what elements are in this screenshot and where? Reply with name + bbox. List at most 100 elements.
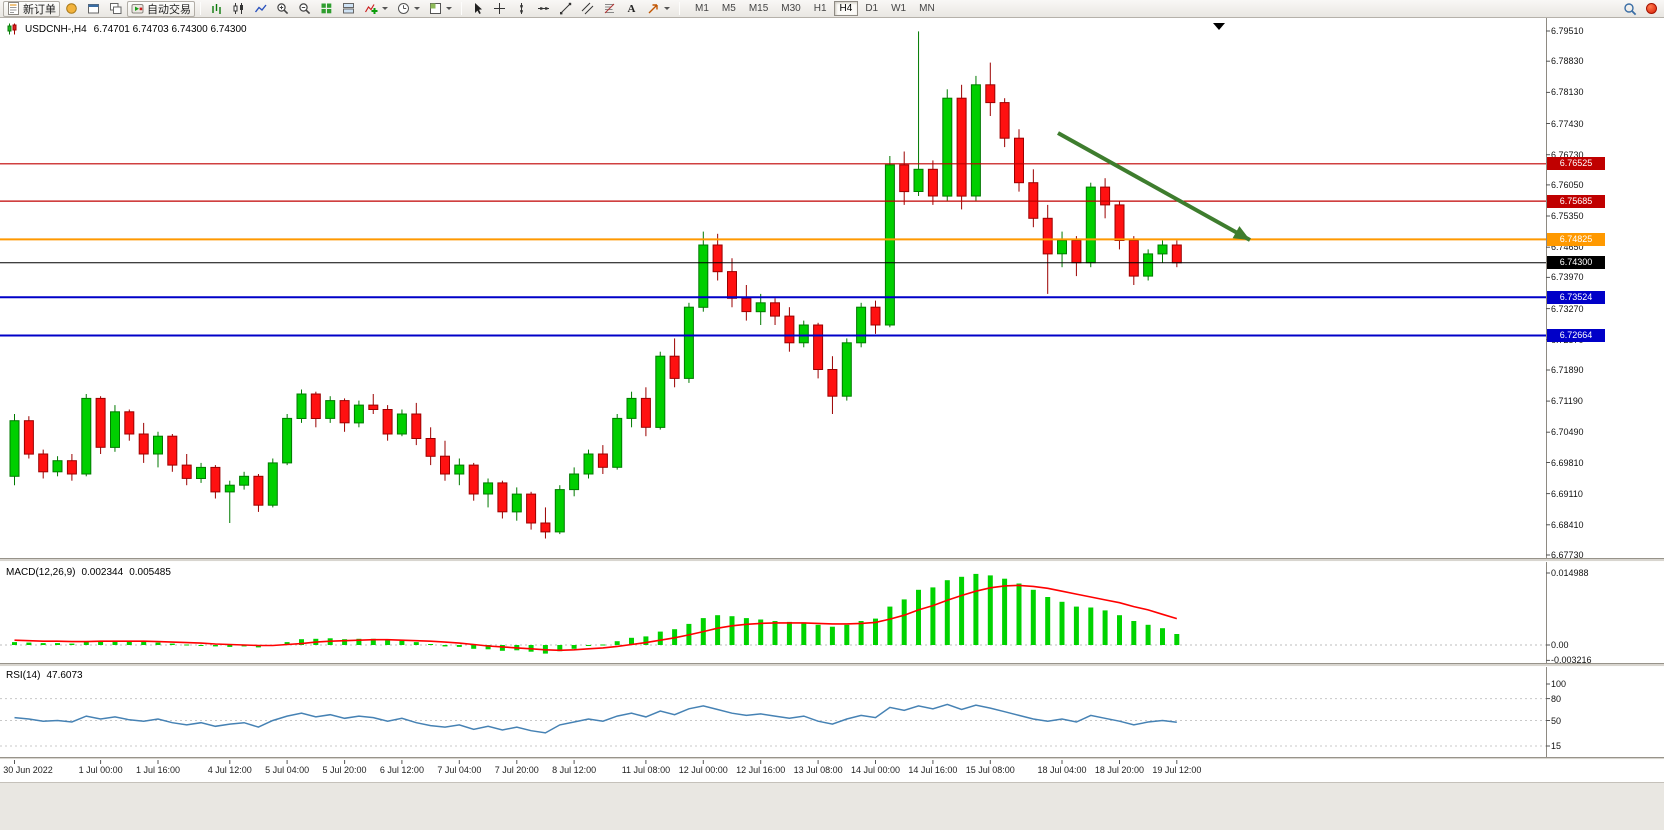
text-tool-button[interactable]: A [621,1,642,17]
chart-title: USDCNH-,H4 6.74701 6.74703 6.74300 6.743… [6,23,247,35]
chart-canvas[interactable] [0,18,1664,830]
time-axis-label: 1 Jul 00:00 [78,765,123,775]
periods-button[interactable] [393,1,424,17]
new-order-label: 新订单 [23,3,56,16]
macd-signal-value: 0.005485 [129,567,171,578]
time-axis-label: 1 Jul 16:00 [135,765,181,775]
price-level-badge: 6.76525 [1547,157,1605,171]
time-axis-label: 18 Jul 20:00 [1094,765,1144,775]
profiles-button[interactable] [105,1,126,17]
price-axis-label: 6.79510 [1551,26,1584,36]
template-icon [430,3,441,14]
toolbar: 新订单 自动交易 [0,0,1664,18]
panel-separator[interactable] [0,757,1664,760]
timeframe-d1-button[interactable]: D1 [859,1,884,16]
chart-symbol-period: USDCNH-,H4 [25,23,87,35]
timeframe-group: M1 M5 M15 M30 H1 H4 D1 W1 MN [689,1,941,16]
time-axis-label: 30 Jun 2022 [3,765,53,775]
search-button[interactable] [1619,1,1641,17]
time-axis-label: 5 Jul 20:00 [322,765,367,775]
line-chart-icon [254,4,267,13]
rsi-name: RSI(14) [6,670,41,681]
macd-main-value: 0.002344 [81,567,124,578]
line-view-button[interactable] [250,1,271,17]
price-axis-label: 6.69810 [1551,457,1584,468]
price-axis-label: 6.74650 [1551,242,1584,253]
zoom-in-button[interactable] [272,1,293,17]
horizontal-line-button[interactable] [533,1,554,17]
crosshair-button[interactable] [489,1,510,17]
time-axis-label: 14 Jul 00:00 [850,765,901,775]
vertical-line-button[interactable] [511,1,532,17]
timeframe-h1-button[interactable]: H1 [808,1,833,16]
horizontal-level-lines [0,163,1546,337]
candlestick-icon [233,3,243,14]
arrows-tool-button[interactable] [643,1,674,17]
mini-candlestick-icon [7,23,17,35]
candlestick-series [9,31,1182,539]
time-axis-label: 7 Jul 20:00 [494,765,539,775]
order-icon [8,2,19,15]
channel-button[interactable] [577,1,598,17]
macd-axis-label: -0.003216 [1551,655,1592,666]
cursor-button[interactable] [467,1,488,17]
toolbar-separator [200,2,201,15]
timeframe-m30-button[interactable]: M30 [775,1,806,16]
fibonacci-button[interactable] [599,1,620,17]
price-axis-label: 6.77430 [1551,118,1584,129]
time-axis-label: 4 Jul 12:00 [207,765,252,775]
price-axis-label: 6.76050 [1551,179,1584,190]
bars-view-button[interactable] [206,1,227,17]
autotrading-label: 自动交易 [147,3,191,16]
notification-icon[interactable] [1646,3,1657,14]
tile-windows-button[interactable] [316,1,337,17]
timeframe-h4-button[interactable]: H4 [833,1,859,16]
bid-price-badge: 6.74300 [1547,256,1605,270]
macd-axis-label: 0.014988 [1551,568,1589,578]
rsi-axis-label: 80 [1551,693,1562,704]
horizontal-line-icon [538,7,549,10]
price-level-badge: 6.75685 [1547,194,1605,208]
time-axis-label: 7 Jul 04:00 [437,765,482,775]
chart-area: USDCNH-,H4 6.74701 6.74703 6.74300 6.743… [0,18,1664,830]
chart-ohlc-values: 6.74701 6.74703 6.74300 6.74300 [93,23,247,35]
timeframe-w1-button[interactable]: W1 [885,1,912,16]
macd-axis-label: 0.00 [1551,640,1569,650]
timeframe-m1-button[interactable]: M1 [689,1,715,16]
indicators-button[interactable] [360,1,392,17]
market-watch-button[interactable] [61,1,82,17]
cascade-icon [110,3,122,14]
chevron-down-icon [664,7,670,10]
gold-coin-icon [66,3,77,14]
arrow-shape-icon [648,4,658,14]
time-axis-label: 5 Jul 04:00 [265,765,310,775]
zoom-out-button[interactable] [294,1,315,17]
candles-view-button[interactable] [228,1,249,17]
time-axis-label: 15 Jul 08:00 [965,765,1015,775]
chevron-down-icon [382,7,388,10]
templates-button[interactable] [425,1,456,17]
panel-separator[interactable] [0,663,1664,667]
panel-separator[interactable] [0,558,1664,562]
price-axis-label: 6.73970 [1551,272,1584,283]
chart-window-icon [88,4,99,14]
toolbar-separator [461,2,462,15]
trendline-button[interactable] [555,1,576,17]
chevron-down-icon [414,7,420,10]
time-axis-ticks [14,760,1178,764]
time-axis-label: 11 Jul 08:00 [621,765,671,775]
price-level-badge: 6.73524 [1547,290,1605,304]
new-chart-button[interactable] [83,1,104,17]
arrange-windows-button[interactable] [338,1,359,17]
time-axis-label: 14 Jul 16:00 [908,765,958,775]
price-axis-label: 6.76730 [1551,149,1584,160]
timeframe-m15-button[interactable]: M15 [743,1,774,16]
price-axis-label: 6.70490 [1551,427,1584,438]
rsi-panel [0,683,1550,747]
new-order-button[interactable]: 新订单 [3,0,60,17]
autotrading-button[interactable]: 自动交易 [127,0,195,17]
price-axis-ticks [1546,30,1550,556]
zoom-out-icon [299,3,311,15]
timeframe-m5-button[interactable]: M5 [716,1,742,16]
timeframe-mn-button[interactable]: MN [913,1,941,16]
